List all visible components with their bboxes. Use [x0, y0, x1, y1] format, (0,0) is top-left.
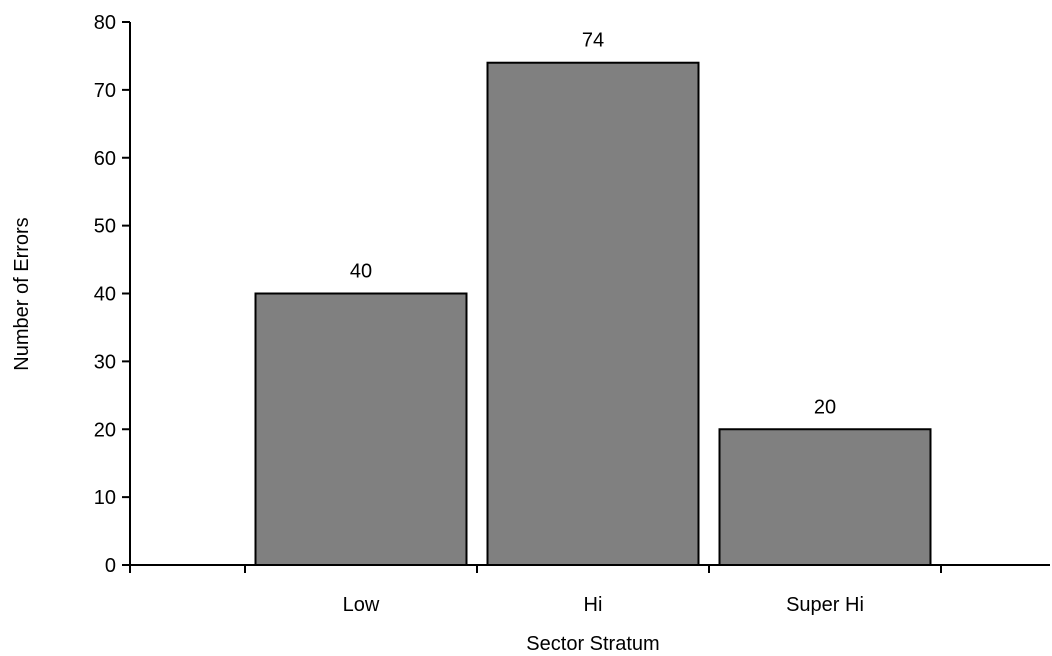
x-axis-ticks: Low Hi Super Hi: [129, 565, 942, 616]
data-label: 20: [814, 396, 836, 418]
y-axis-title: Number of Errors: [11, 217, 33, 370]
x-tick-label: Super Hi: [786, 594, 864, 616]
bar-low: [254, 292, 468, 566]
x-tick-label: Hi: [584, 594, 603, 616]
bar-super-hi: [718, 428, 932, 566]
y-tick-label: 50: [94, 216, 116, 238]
data-label: 74: [582, 30, 604, 52]
bar-hi: [486, 61, 700, 566]
bars: [254, 61, 932, 566]
data-labels: 40 74 20: [350, 30, 836, 419]
x-tick-label: Low: [343, 594, 380, 616]
y-tick-label: 40: [94, 284, 116, 306]
y-tick-label: 10: [94, 487, 116, 509]
y-axis-ticks: 0 10 20 30 40 50 60 70 80: [94, 12, 130, 577]
y-tick-label: 30: [94, 351, 116, 373]
y-tick-label: 0: [105, 555, 116, 577]
y-tick-label: 80: [94, 12, 116, 34]
x-axis-title: Sector Stratum: [526, 633, 659, 655]
y-tick-label: 70: [94, 80, 116, 102]
data-label: 40: [350, 261, 372, 283]
y-tick-label: 60: [94, 148, 116, 170]
y-tick-label: 20: [94, 419, 116, 441]
